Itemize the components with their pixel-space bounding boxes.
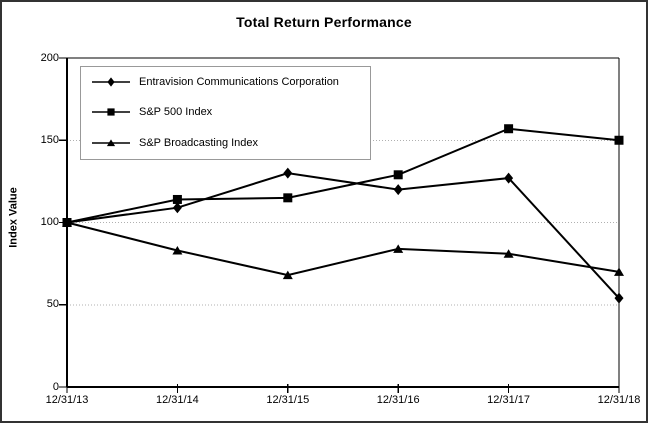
x-tick-label: 12/31/15: [266, 394, 310, 406]
diamond-marker: [614, 292, 624, 304]
y-tick-label: 100: [40, 216, 59, 228]
square-marker: [393, 170, 403, 180]
series-s-p-500-index: [62, 124, 624, 227]
triangle-marker-icon: [92, 139, 130, 146]
diamond-marker: [172, 202, 182, 214]
legend-item: S&P Broadcasting Index: [81, 128, 370, 158]
y-tick-label: 0: [52, 380, 59, 393]
legend: Entravision Communications Corporation S&…: [80, 66, 371, 160]
square-marker: [172, 194, 182, 204]
y-tick-label: 200: [40, 51, 59, 64]
chart-title: Total Return Performance: [236, 14, 412, 30]
x-tick-label: 12/31/14: [155, 394, 199, 406]
triangle-marker: [393, 244, 404, 253]
legend-item: Entravision Communications Corporation: [81, 67, 370, 97]
x-tick-label: 12/31/17: [487, 394, 530, 406]
diamond-marker: [283, 167, 293, 179]
triangle-marker: [614, 267, 624, 276]
series-entravision-communications-corporation: [62, 167, 624, 304]
diamond-marker: [393, 184, 403, 196]
triangle-marker: [172, 245, 183, 255]
square-marker: [614, 135, 624, 145]
diamond-marker: [504, 172, 514, 184]
series-line-entravision-communications-corporation: [66, 172, 620, 299]
series-line-s-p-500-index: [66, 127, 620, 224]
series-line-s-p-broadcasting-index: [66, 221, 620, 277]
triangle-marker: [282, 270, 293, 280]
legend-label: S&P 500 Index: [139, 106, 213, 119]
diamond-marker-icon: [92, 77, 130, 87]
triangle-marker: [62, 218, 72, 227]
y-tick-label: 50: [46, 298, 59, 311]
legend-item: S&P 500 Index: [81, 97, 370, 127]
square-marker: [504, 124, 514, 134]
legend-label: Entravision Communications Corporation: [139, 76, 339, 89]
legend-label: S&P Broadcasting Index: [139, 136, 259, 149]
y-tick-label: 150: [40, 133, 59, 146]
series-s-p-broadcasting-index: [62, 218, 624, 280]
square-marker: [283, 193, 293, 203]
x-tick-label: 12/31/13: [45, 394, 89, 406]
x-tick-label: 12/31/16: [376, 394, 420, 406]
x-tick-label: 12/31/18: [597, 394, 641, 406]
triangle-marker: [503, 249, 514, 258]
square-marker-icon: [92, 108, 130, 117]
